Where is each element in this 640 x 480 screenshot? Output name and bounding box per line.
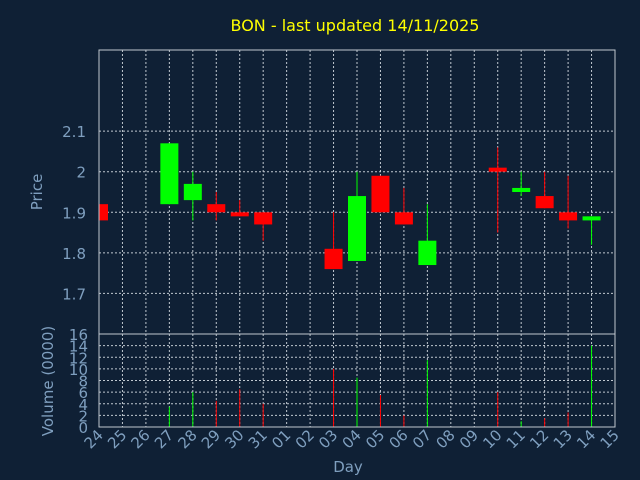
price-tick-label: 1.8 [62,245,86,263]
day-tick-label: 01 [268,426,294,452]
day-tick-label: 15 [597,426,623,452]
day-tick-label: 05 [362,426,388,452]
candle-body [254,212,273,225]
volume-tick-label: 10 [69,361,88,379]
day-tick-label: 08 [432,426,458,452]
volume-tick-label: 2 [78,407,88,425]
candle-body [324,248,343,270]
candle-body [183,183,202,201]
day-tick-label: 30 [221,426,247,452]
price-tick-label: 2.1 [62,123,86,141]
candle-body [348,196,366,261]
day-tick-label: 07 [409,426,435,452]
day-tick-label: 10 [479,426,505,452]
day-tick-labels: 2425262728293031010203040506070809101112… [81,426,623,452]
price-tick-label: 1.7 [62,285,86,303]
day-tick-label: 28 [174,426,200,452]
chart-title: BON - last updated 14/11/2025 [231,16,480,35]
price-tick-label: 2 [76,164,86,182]
day-tick-label: 27 [151,426,177,452]
day-tick-label: 25 [104,426,130,452]
volume-tick-label: 12 [69,349,88,367]
day-tick-label: 26 [128,426,154,452]
volume-tick-label: 8 [78,373,88,391]
day-tick-label: 06 [386,426,412,452]
day-tick-label: 04 [339,426,365,452]
day-tick-label: 09 [456,426,482,452]
volume-tick-label: 14 [69,338,88,356]
plot-frames [98,49,616,428]
price-tick-labels: 1.7 1.8 1.9 2 2.1 [62,123,86,303]
volume-plot-frame [98,333,616,428]
candle-body [371,175,390,213]
price-candles [98,143,601,270]
candle-body [512,187,531,192]
candle-body [559,212,578,221]
day-tick-label: 14 [573,426,599,452]
x-axis-label: Day [333,458,363,476]
volume-tick-label: 6 [78,384,88,402]
candle-body [394,212,413,225]
day-tick-label: 29 [198,426,224,452]
candle-body [582,216,601,221]
day-tick-label: 31 [245,426,271,452]
volume-bars [168,345,593,427]
candle-body [99,204,108,221]
volume-tick-label: 0 [78,419,88,437]
volume-axis-label: Volume (0000) [39,326,57,436]
volume-tick-label: 16 [69,326,88,344]
candle-body [160,143,179,205]
day-tick-label: 11 [503,426,529,452]
candle-body [207,204,226,213]
price-tick-label: 1.9 [62,204,86,222]
price-axis-label: Price [28,174,46,211]
candle-body [418,240,437,266]
day-tick-label: 02 [292,426,318,452]
day-tick-label: 03 [315,426,341,452]
candle-body [535,196,554,209]
candle-body [488,167,507,172]
day-tick-label: 12 [526,426,552,452]
volume-tick-label: 4 [78,396,88,414]
candle-body [230,212,249,217]
day-tick-label: 13 [550,426,576,452]
